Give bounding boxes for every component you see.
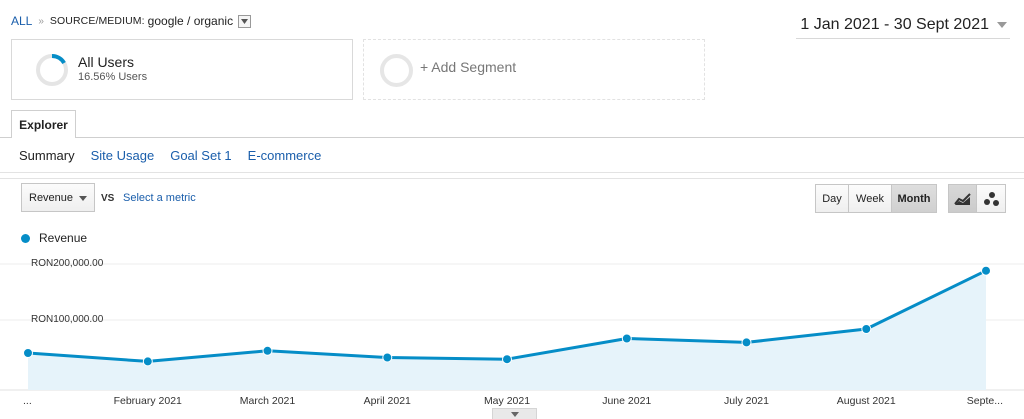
- period-week-button[interactable]: Week: [849, 185, 892, 212]
- explorer-subnav: Summary Site Usage Goal Set 1 E-commerce: [19, 148, 337, 163]
- series-area: [28, 270, 986, 390]
- chart-view-toggle: [948, 184, 1006, 213]
- chart-legend: Revenue: [21, 231, 87, 245]
- y-tick-label: RON200,000.00: [31, 258, 104, 269]
- x-tick-label: May 2021: [484, 395, 530, 407]
- chevron-down-icon: [997, 22, 1007, 28]
- line-chart-icon: [953, 192, 971, 205]
- data-point: [382, 352, 393, 363]
- data-point: [262, 345, 273, 356]
- y-tick-label: RON100,000.00: [31, 314, 104, 325]
- date-range-label: 1 Jan 2021 - 30 Sept 2021: [800, 16, 989, 33]
- period-month-button[interactable]: Month: [892, 185, 936, 212]
- breadcrumb-dimension-value: google / organic: [147, 14, 234, 28]
- chart-collapse-handle[interactable]: [492, 408, 537, 419]
- date-range-selector[interactable]: 1 Jan 2021 - 30 Sept 2021: [800, 16, 1007, 34]
- motion-chart-icon: [984, 191, 999, 206]
- subnav-goal-set-1[interactable]: Goal Set 1: [170, 148, 232, 163]
- x-tick-label: April 2021: [364, 395, 411, 407]
- tab-explorer[interactable]: Explorer: [11, 110, 76, 138]
- segment-all-users[interactable]: All Users 16.56% Users: [11, 39, 353, 100]
- metric-select[interactable]: Revenue: [21, 183, 95, 212]
- data-point: [502, 354, 512, 365]
- data-point: [861, 324, 872, 334]
- chevron-down-icon: [79, 196, 87, 201]
- revenue-chart: RON200,000.00 RON100,000.00... February 20…: [0, 258, 1024, 407]
- breadcrumb-dimension-label: SOURCE/MEDIUM:: [49, 15, 145, 27]
- data-point: [621, 333, 632, 344]
- chevron-down-icon: [241, 18, 249, 24]
- add-segment-button[interactable]: + Add Segment: [363, 39, 705, 100]
- breadcrumb: ALL » SOURCE/MEDIUM: google / organic: [11, 14, 252, 28]
- x-tick-label: February 2021: [114, 395, 182, 407]
- period-day-button[interactable]: Day: [816, 185, 849, 212]
- x-tick-label: July 2021: [724, 395, 769, 407]
- x-tick-label: March 2021: [240, 395, 296, 407]
- x-tick-label: ...: [23, 395, 32, 407]
- subnav-summary[interactable]: Summary: [19, 148, 75, 163]
- add-segment-label: + Add Segment: [420, 59, 517, 75]
- breadcrumb-dropdown-button[interactable]: [238, 14, 252, 28]
- subnav-divider: [0, 172, 1024, 173]
- segment-subtitle: 16.56% Users: [78, 71, 148, 83]
- chevron-down-icon: [510, 411, 519, 417]
- period-toggle: Day Week Month: [815, 184, 937, 213]
- x-tick-label: Septe...: [967, 395, 1003, 407]
- tab-bar-divider: [0, 137, 1024, 138]
- breadcrumb-separator: »: [38, 15, 44, 27]
- subnav-site-usage[interactable]: Site Usage: [90, 148, 155, 163]
- add-segment-ring-icon: [380, 54, 413, 87]
- line-chart-view-button[interactable]: [949, 185, 977, 212]
- metric-select-value: Revenue: [29, 191, 74, 204]
- vs-label: VS: [101, 193, 115, 204]
- data-point: [142, 356, 153, 367]
- select-metric-link[interactable]: Select a metric: [123, 192, 196, 204]
- legend-series-label: Revenue: [39, 231, 88, 245]
- segment-title: All Users: [78, 54, 135, 70]
- breadcrumb-all-link[interactable]: ALL: [11, 14, 33, 28]
- chart-top-border: [0, 178, 1024, 179]
- x-tick-label: August 2021: [837, 395, 896, 407]
- segment-ring-icon: [36, 54, 68, 86]
- legend-series-marker: [21, 233, 30, 243]
- data-point: [981, 265, 991, 276]
- x-tick-label: June 2021: [602, 395, 651, 407]
- data-point: [23, 348, 33, 358]
- motion-chart-view-button[interactable]: [977, 185, 1005, 212]
- data-point: [741, 337, 752, 348]
- date-range-underline: [796, 38, 1010, 39]
- subnav-ecommerce[interactable]: E-commerce: [247, 148, 322, 163]
